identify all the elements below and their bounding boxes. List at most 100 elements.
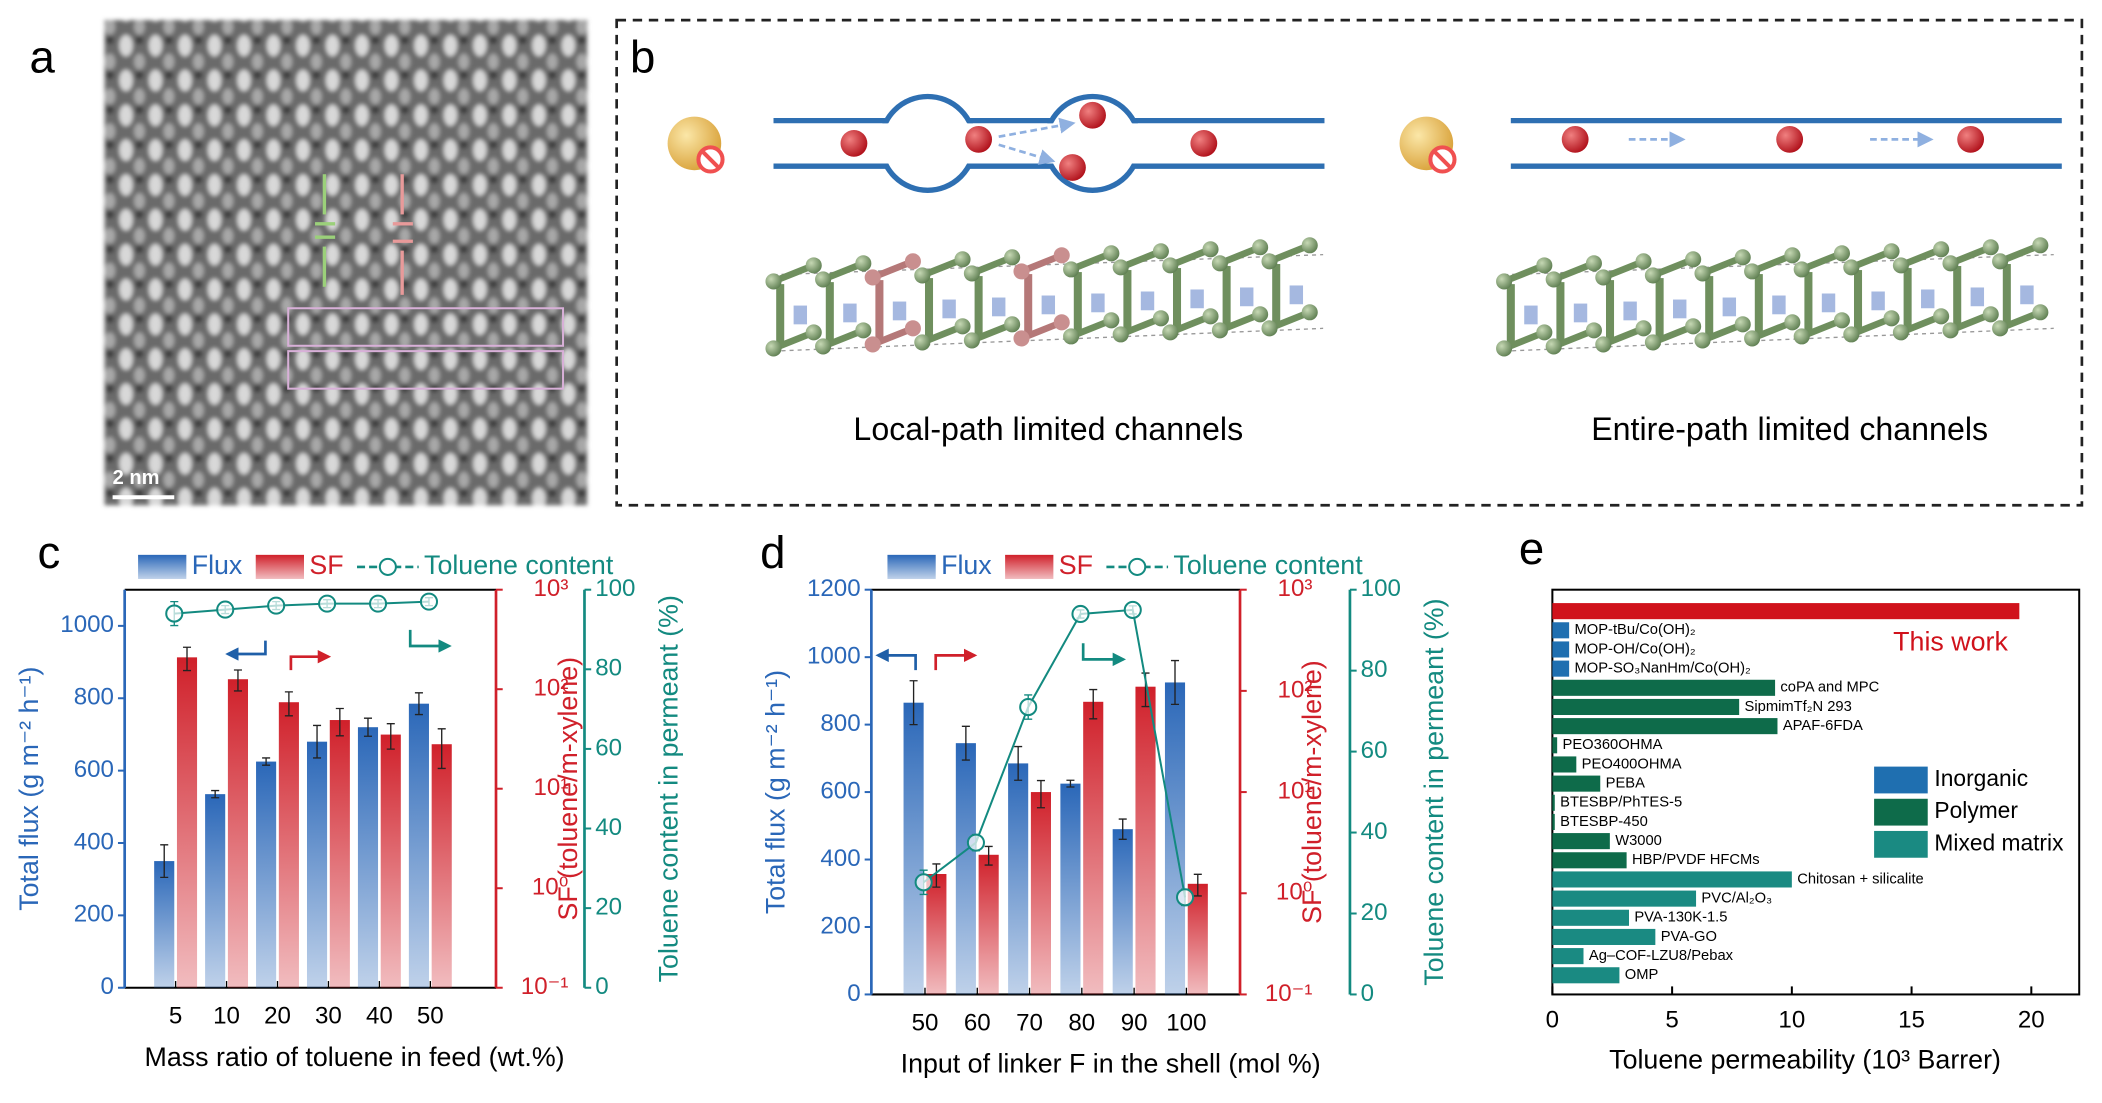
error-bar: [233, 669, 242, 692]
legend-swatch: [887, 554, 936, 579]
lattice-node: [1685, 251, 1702, 268]
bar: [154, 861, 175, 988]
y3-axis-title: Toluene content in permeant (%): [653, 595, 683, 982]
y-tick-label: 1000: [60, 611, 114, 638]
error-bar: [984, 845, 993, 866]
x-tick-label: 10: [1778, 1007, 1805, 1034]
lattice-node: [1694, 332, 1711, 349]
lattice-node: [1833, 245, 1850, 262]
channel-diagram: Local-path limited channels Entire-path …: [667, 93, 2062, 447]
lattice-node: [904, 253, 921, 270]
x-tick-label: 15: [1898, 1007, 1925, 1034]
lattice-node: [1892, 324, 1909, 341]
y3-tick-label: 20: [595, 894, 622, 921]
lattice-node: [1595, 336, 1612, 353]
bar-label: W3000: [1615, 833, 1662, 849]
lattice-node: [1585, 322, 1602, 339]
error-bar: [1036, 779, 1045, 809]
lattice-node: [1595, 269, 1612, 286]
lattice-node: [1013, 263, 1030, 280]
y3-axis-title: Toluene content in permeant (%): [1419, 598, 1449, 985]
lattice-node: [805, 324, 822, 341]
bar: [205, 794, 226, 988]
lattice-node: [1496, 340, 1513, 357]
lattice-linker: [1140, 291, 1155, 311]
lattice-node: [765, 273, 782, 290]
lattice-edge: [773, 327, 1324, 352]
legend-marker: [378, 557, 397, 576]
lattice-linker: [793, 305, 808, 325]
y2-tick-label: 10⁰: [532, 874, 568, 901]
panel-frame: [615, 18, 2084, 507]
lattice-node: [954, 251, 971, 268]
lattice-node: [1744, 330, 1761, 347]
lattice-pillar: [1024, 274, 1033, 336]
y2-tick-label: 10²: [534, 675, 569, 702]
y3-tick-label: 80: [595, 655, 622, 682]
line: [923, 608, 1187, 898]
lattice-node: [1585, 255, 1602, 272]
y3-tick-label: 60: [595, 734, 622, 761]
y-tick-label: 400: [820, 845, 860, 872]
bar-label: OMP: [1625, 967, 1659, 983]
y-tick-label: 800: [820, 710, 860, 737]
lattice-linker: [992, 297, 1006, 317]
bar: [1552, 852, 1627, 869]
bar: [1112, 829, 1133, 995]
x-tick-label: 10: [213, 1003, 240, 1030]
axis-arrows: [225, 629, 1127, 671]
bar: [1552, 622, 1570, 639]
lattice-node: [1162, 324, 1179, 341]
plot-frame: [1551, 588, 2081, 996]
lattice-pillar: [1953, 266, 1962, 328]
y2-tick-label: 10⁰: [1276, 879, 1312, 906]
lattice-pillar: [974, 276, 983, 338]
legend-label: Mixed matrix: [1934, 829, 2064, 855]
point: [267, 596, 286, 615]
bar-label: MOP-SO₃NanHm/Co(OH)₂: [1574, 661, 1750, 677]
x-tick-label: 70: [1016, 1009, 1043, 1036]
bar: [278, 702, 299, 988]
lattice-node: [1063, 328, 1080, 345]
panel-label: a: [29, 31, 55, 82]
y3-tick-label: 20: [1361, 899, 1388, 926]
lattice-pillar: [1123, 270, 1132, 332]
lattice-linker: [892, 301, 907, 321]
bar-label: HBP/PVDF HFCMs: [1632, 852, 1760, 868]
lattice-node: [1103, 312, 1120, 329]
y-tick-label: 1000: [807, 643, 861, 670]
error-bar: [363, 717, 373, 737]
lattice-pillar: [1272, 264, 1281, 326]
lattice-node: [815, 338, 832, 355]
lattice-node: [1992, 253, 2009, 270]
error-bar: [182, 646, 192, 672]
bar: [1030, 792, 1051, 995]
bar: [1552, 833, 1610, 850]
lattice-node: [914, 334, 931, 351]
y-tick-label: 400: [74, 828, 114, 855]
y-axis-title: Total flux (g m⁻² h⁻¹): [761, 670, 791, 914]
lattice-node: [1004, 249, 1021, 266]
panel-label: c: [38, 527, 61, 578]
lattice-node: [1063, 261, 1080, 278]
bar: [227, 679, 249, 988]
y2-tick-label: 10²: [1278, 676, 1313, 703]
bar: [408, 703, 429, 988]
panel-label: b: [630, 31, 655, 82]
lattice-pillar: [776, 284, 785, 346]
error-bar: [284, 691, 293, 717]
lattice-edge: [1504, 327, 2054, 352]
lattice-node: [855, 322, 872, 339]
x-tick-label: 20: [264, 1003, 291, 1030]
legend-swatch: [1005, 554, 1054, 579]
legend-swatch: [1874, 798, 1928, 826]
legend-marker: [1128, 557, 1147, 576]
legend-label: Flux: [192, 550, 243, 580]
error-bar: [1014, 745, 1023, 781]
bar: [903, 702, 924, 995]
lattice-node: [815, 271, 832, 288]
bar: [926, 873, 947, 995]
lattice-pillar: [875, 280, 884, 342]
